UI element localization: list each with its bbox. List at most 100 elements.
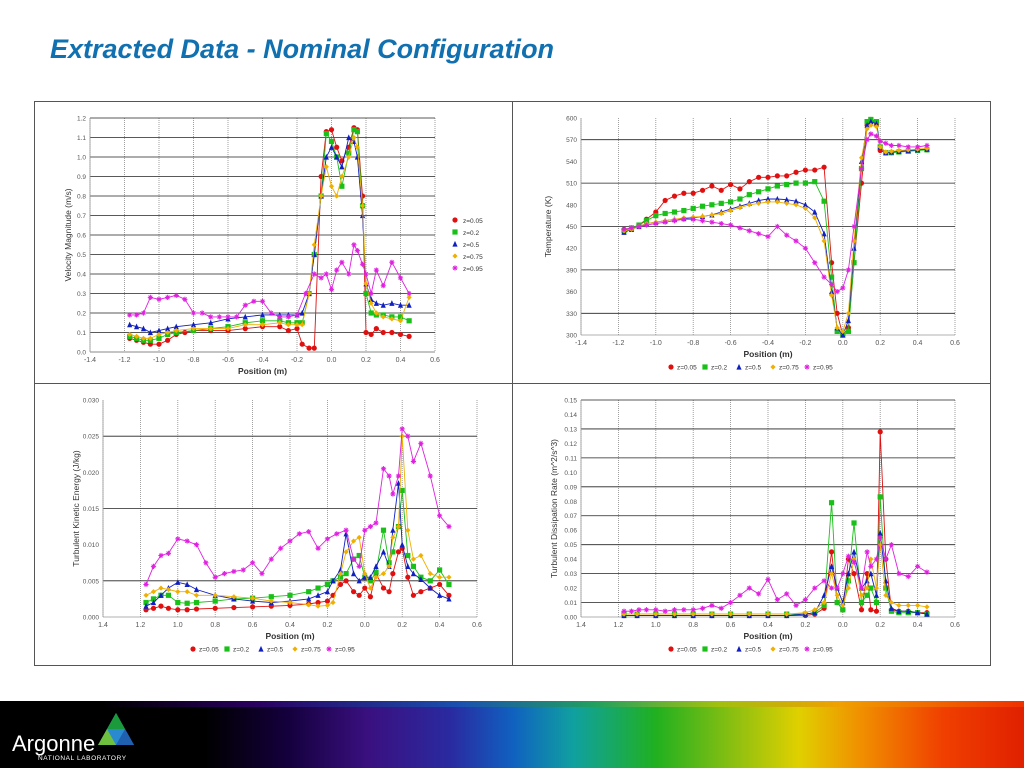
data-point	[802, 610, 808, 616]
data-point	[390, 571, 396, 577]
legend-marker	[702, 646, 708, 652]
data-point	[737, 592, 743, 598]
data-point	[173, 323, 179, 330]
data-point	[158, 603, 164, 609]
data-point	[389, 329, 395, 336]
data-point	[793, 238, 799, 244]
data-point	[373, 326, 379, 332]
data-point	[821, 238, 827, 244]
data-point	[356, 563, 362, 569]
x-tick-label: 0.4	[285, 622, 295, 629]
data-point	[418, 440, 424, 446]
data-point	[699, 218, 706, 224]
data-point	[147, 294, 153, 300]
x-tick-label: 1.0	[651, 622, 661, 629]
x-tick-label: -1.4	[575, 340, 587, 347]
legend: z=0.05 z=0.2 z=0.5 z=0.75 z=0.95	[452, 217, 483, 273]
data-point	[285, 314, 291, 320]
y-tick-label: 510	[566, 181, 577, 188]
legend-label: z=0.5	[745, 647, 761, 654]
data-point	[389, 259, 395, 265]
data-point	[173, 292, 179, 299]
data-point	[175, 599, 181, 606]
data-point	[143, 599, 149, 606]
x-tick-label: -1.0	[650, 340, 662, 347]
data-point	[756, 197, 762, 204]
data-point	[165, 605, 172, 611]
y-tick-label: 0.8	[77, 194, 86, 201]
data-point	[864, 137, 870, 143]
legend-marker	[452, 253, 458, 259]
y-axis-label: Velocity Magnitude (m/s)	[63, 188, 73, 281]
data-point	[330, 599, 336, 606]
data-point	[359, 261, 366, 267]
data-point	[746, 585, 752, 591]
legend-marker	[736, 363, 742, 370]
y-tick-label: 0.13	[564, 426, 577, 433]
data-point	[746, 228, 752, 234]
data-point	[395, 523, 402, 530]
data-point	[728, 181, 734, 188]
data-point	[845, 267, 852, 273]
data-point	[681, 207, 687, 214]
data-point	[328, 127, 335, 133]
data-point	[339, 183, 345, 189]
data-point	[362, 585, 368, 591]
data-point	[828, 585, 835, 591]
data-point	[350, 589, 357, 595]
data-point	[405, 574, 411, 580]
data-point	[165, 550, 172, 556]
data-point	[294, 326, 300, 332]
series-z=0.95	[621, 534, 930, 614]
logo-triangle-icon	[98, 713, 134, 745]
data-point	[793, 180, 799, 186]
data-point	[399, 541, 405, 548]
data-point	[346, 271, 352, 277]
y-tick-label: 420	[566, 246, 577, 253]
chart-svg: 1.4 1.2 1.0 0.8 0.6 0.4 0.2 0.0 0.2 0.4 0.6 0.000 0.…	[71, 398, 482, 654]
data-point	[323, 153, 329, 160]
data-point	[277, 320, 283, 326]
data-point	[190, 321, 197, 328]
data-point	[883, 592, 889, 598]
data-point	[328, 287, 335, 293]
data-point	[127, 331, 133, 338]
data-point	[690, 205, 696, 212]
data-point	[877, 534, 883, 541]
data-point	[756, 231, 762, 237]
data-point	[324, 602, 330, 609]
data-point	[812, 167, 818, 173]
data-point	[373, 300, 379, 306]
data-point	[709, 183, 715, 189]
data-point	[165, 592, 172, 598]
data-point	[924, 569, 930, 575]
data-point	[363, 329, 369, 336]
x-tick-label: 0.6	[248, 622, 258, 629]
y-tick-label: 600	[566, 116, 577, 123]
data-point	[765, 199, 771, 205]
data-point	[774, 195, 780, 202]
data-point	[821, 274, 827, 280]
y-tick-label: 1.2	[77, 116, 86, 123]
data-point	[334, 193, 340, 199]
legend-label: z=0.2	[711, 365, 727, 372]
data-point	[864, 577, 870, 584]
data-point	[883, 140, 889, 146]
data-point	[386, 589, 392, 595]
data-point	[643, 607, 650, 613]
data-point	[834, 289, 840, 295]
data-point	[427, 578, 433, 584]
data-point	[287, 592, 293, 598]
data-point	[143, 592, 149, 598]
legend: z=0.05 z=0.2 z=0.5 z=0.75 z=0.95	[668, 363, 833, 372]
data-point	[628, 225, 635, 231]
data-point	[216, 314, 222, 320]
legend-label: z=0.75	[301, 647, 321, 654]
legend-label: z=0.95	[813, 647, 833, 654]
data-point	[362, 574, 368, 580]
data-point	[653, 607, 659, 613]
data-point	[410, 592, 417, 598]
data-point	[915, 609, 921, 616]
data-point	[251, 298, 257, 304]
data-point	[373, 267, 379, 273]
